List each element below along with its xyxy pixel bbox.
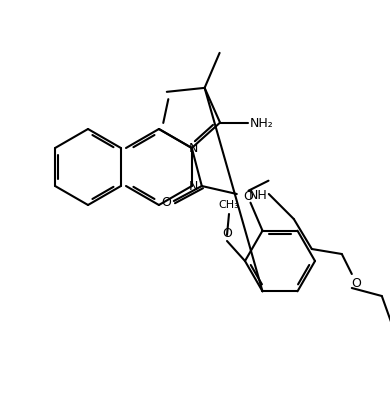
Text: N: N	[189, 142, 199, 155]
Text: NH: NH	[249, 188, 268, 201]
Text: N: N	[189, 180, 199, 193]
Text: O: O	[244, 190, 254, 203]
Text: O: O	[161, 195, 171, 208]
Text: NH₂: NH₂	[250, 117, 274, 130]
Text: O: O	[222, 227, 232, 240]
Text: CH₃: CH₃	[219, 200, 239, 209]
Text: O: O	[351, 276, 361, 289]
